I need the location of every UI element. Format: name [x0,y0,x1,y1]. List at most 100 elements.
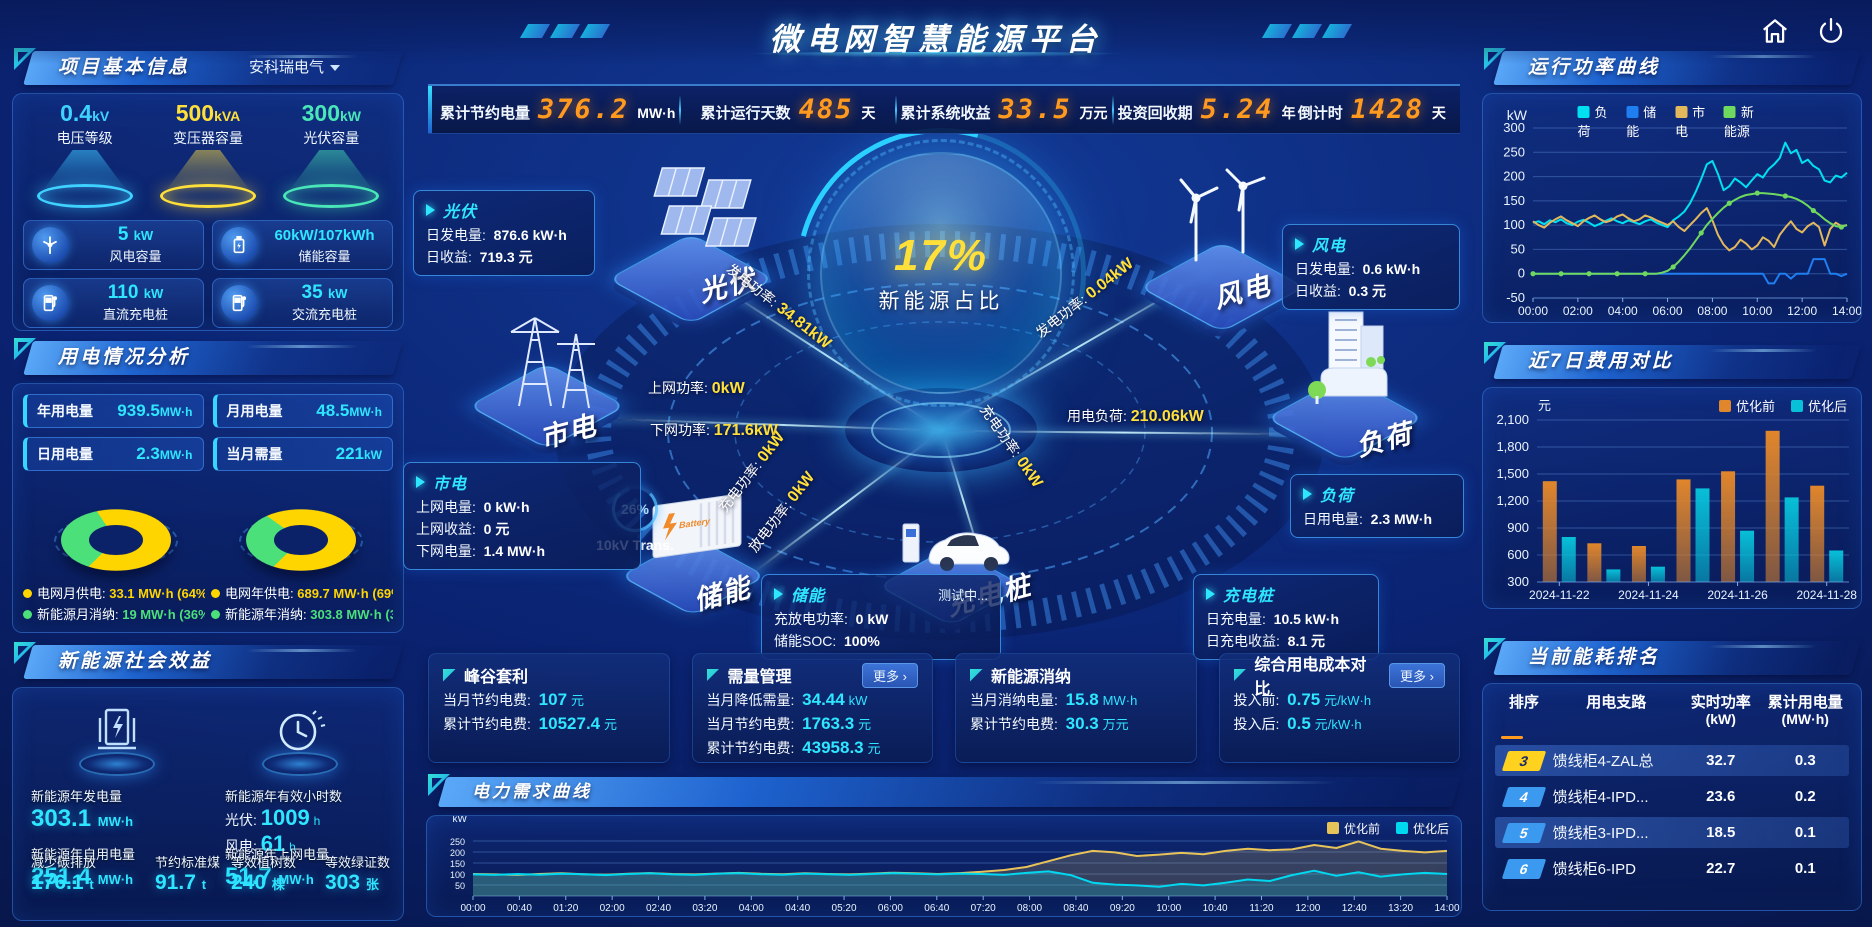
svg-text:250: 250 [450,837,465,847]
benefit-label: 新能源年自用电量 [31,847,136,862]
svg-text:00:00: 00:00 [460,903,485,914]
rank-badge: 4 [1501,786,1547,807]
ranking-table-rows: 3 馈线柜4-ZAL总 32.7 0.3 4 馈线柜4-IPD... 23.6 0.2 5 馈线柜… [1495,745,1849,884]
capacity-value: 5 kW [117,224,154,245]
svg-text:600: 600 [1507,547,1529,562]
more-button[interactable]: 更多 › [862,662,918,688]
diagram-card-header: 负荷 [1303,482,1451,506]
legend-dot-icon [23,610,32,619]
diagram-card-row: 下网电量: 1.4 MW·h [416,543,546,559]
svg-text:08:00: 08:00 [1697,304,1727,318]
diagram-card-row: 上网收益: 0 元 [416,521,510,537]
rank-badge: 6 [1501,858,1547,879]
svg-text:kW: kW [1507,107,1528,123]
home-icon[interactable] [1760,16,1790,46]
benefit-overlay-item: 新能源年自用电量 251.4 MW·h [31,844,135,891]
flow-label: 下网功率: 171.6kW [650,422,778,439]
panel-usage-analysis: 用电情况分析 年用电量 939.5MW·h 月用电量 48.5MW·h 日用电量 2.3M… [12,338,404,633]
kpi-card-header: 峰谷套利 [443,662,655,688]
energy-cell: 0.1 [1794,860,1816,877]
panel-title: 当前能耗排名 [1528,647,1661,668]
benefit-overlay-item: 等效植树数 240 棵 [231,852,296,895]
arrow-icon [426,204,435,216]
capacity-value: 35 kW [301,282,348,303]
kpi-card-title: 新能源消纳 [991,669,1072,686]
svg-text:12:00: 12:00 [1295,903,1320,914]
svg-text:06:40: 06:40 [924,903,949,914]
table-row[interactable]: 3 馈线柜4-ZAL总 32.7 0.3 [1495,745,1849,776]
capacity-label: 风电容量 [109,249,162,264]
table-row[interactable]: 5 馈线柜3-IPD... 18.5 0.1 [1495,817,1849,848]
node-pv: 光伏 [607,162,785,337]
solar-energy-icon [97,708,136,750]
capacity-label: 直流充电桩 [102,307,168,322]
rank-cell: 4 [1495,786,1553,807]
svg-text:00:00: 00:00 [1518,304,1548,318]
legend-label: 新能源年消纳: [225,607,311,622]
chip-value: 2.3MW·h [136,444,193,463]
kpi-cards-row: 峰谷套利 当月节约电费: 107 元累计节约电费: 10527.4 元 需量管理 更多… [428,653,1460,763]
svg-text:150: 150 [1503,193,1525,208]
legend-label: 新能源月消纳: [37,607,123,622]
summary-stats-bar: 累计节约电量 376.2 MW·h 累计运行天数 485 天 累计系统收益 33.5 万元 投资回… [428,84,1460,134]
diagram-card-title: 风电 [1312,238,1347,255]
svg-text:50: 50 [1511,241,1525,256]
svg-text:08:40: 08:40 [1063,903,1088,914]
spotlight-cone [288,150,375,192]
panel-social-benefit: 新能源社会效益 新能源年发电量 303.1 MW·h 新能源年有 [12,642,404,921]
ranking-header-cell: 实时功率 (kW) [1690,694,1751,727]
legend-dot-icon [211,589,220,598]
spotlight-stat: 300kW 光伏容量 [270,100,393,218]
legend-value: 33.1 MW·h (64%) [109,586,205,601]
legend-series-name: 负荷 [1577,105,1608,139]
topbar-item-unit: 天 [1431,105,1446,121]
legend-series-name: 优化前 [1343,822,1380,836]
svg-text:12:40: 12:40 [1342,903,1367,914]
svg-text:-50: -50 [1506,290,1525,305]
benefit-hours: 新能源年有效小时数 光伏: 1009 h 风电: 61 h [225,789,343,856]
panel-energy-ranking: 当前能耗排名 排序 用电支路 实时功率 (kW) 累计用电量 (MW·h) 3 馈线柜4-Z… [1482,638,1862,911]
legend-item: 优化后 [1395,820,1449,837]
ac-charger-icon [221,285,257,321]
power-icon[interactable] [1816,16,1846,46]
diagram-card-row: 日发电量: 0.6 kW·h [1295,261,1421,277]
ranking-header-cell: 累计用电量 (MW·h) [1767,694,1843,727]
clock-icon [279,710,325,751]
energy-flow-diagram: 17% 新能源占比 光伏 风电 [403,139,1470,660]
svg-text:07:20: 07:20 [971,903,996,914]
benefit-label: 等效植树数 [231,855,297,870]
header-decor-left [486,24,611,40]
supply-donut-chart [52,479,180,575]
kpi-card: 峰谷套利 当月节约电费: 107 元累计节约电费: 10527.4 元 [428,653,670,763]
table-row[interactable]: 4 馈线柜4-IPD... 23.6 0.2 [1495,781,1849,812]
ranking-table-headers: 排序 用电支路 实时功率 (kW) 累计用电量 (MW·h) [1495,694,1849,728]
node-wind: 风电 [1133,148,1313,348]
legend-item: 市电 [1675,102,1708,140]
legend-swatch-icon [1326,822,1339,834]
spotlight-stat: 500kVA 变压器容量 [146,100,269,218]
svg-text:10:00: 10:00 [1742,304,1772,318]
legend-value: 19 MW·h (36%) [122,607,205,622]
capacity-text: 60kW/107kWh 储能容量 [265,226,384,265]
kpi-card-title: 需量管理 [727,669,792,686]
diagram-card-row: 日收益: 719.3 元 [426,249,533,265]
table-row[interactable]: 6 馈线柜6-IPD 22.7 0.1 [1495,853,1849,884]
spotlight-value: 300kW [301,100,361,126]
svg-text:13:20: 13:20 [1388,903,1413,914]
diagram-card-header: 市电 [416,470,628,494]
legend-item: 优化前 [1326,820,1380,837]
diagram-card-title: 市电 [433,476,468,493]
branch-cell: 馈线柜6-IPD [1552,861,1637,878]
battery-container-icon: Battery [652,493,742,559]
usage-stat-chip: 日用电量 2.3MW·h [23,437,204,471]
donut-ring [60,509,171,571]
svg-text:04:00: 04:00 [1608,304,1638,318]
diagram-card-header: 充电桩 [1206,582,1366,606]
svg-text:100: 100 [1503,217,1525,232]
panel-project-info: 项目基本信息 安科瑞电气 0.4kV 电压等级 500kVA 变压器容量 300kW 光伏… [12,48,404,331]
more-button[interactable]: 更多 › [1389,662,1445,688]
spotlight-value: 500kVA [175,100,241,126]
svg-text:Battery: Battery [679,516,711,530]
building-icon [1308,311,1388,404]
